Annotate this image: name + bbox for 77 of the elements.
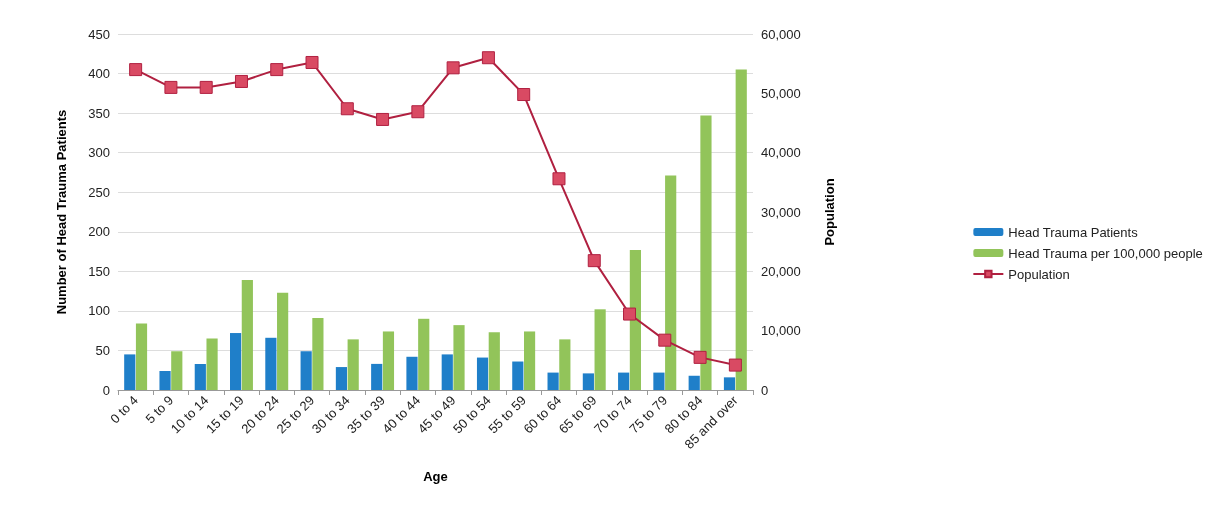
- bar: [230, 333, 242, 390]
- y-tick-label: 100: [88, 303, 110, 319]
- point: [623, 307, 637, 321]
- y2-tick-label: 0: [761, 382, 769, 398]
- y2-tick-label: 10,000: [761, 323, 801, 339]
- bar: [582, 373, 594, 390]
- bar: [171, 351, 183, 390]
- y-tick-label: 200: [88, 224, 110, 240]
- bar: [347, 339, 359, 390]
- bar: [159, 371, 171, 390]
- bar: [406, 356, 418, 390]
- point: [340, 102, 354, 116]
- y-tick-label: 0: [102, 382, 110, 398]
- bar: [194, 363, 206, 390]
- y-tick-label: 400: [88, 66, 110, 82]
- point: [199, 80, 213, 94]
- bar: [618, 372, 630, 390]
- bar: [453, 325, 465, 390]
- y2-tick-label: 60,000: [761, 26, 801, 42]
- point: [587, 254, 601, 268]
- bar: [135, 323, 148, 390]
- bar: [206, 338, 218, 390]
- point: [305, 55, 319, 69]
- y-tick-label: 350: [88, 105, 110, 121]
- y-tick-label: 450: [88, 26, 110, 42]
- point: [129, 63, 143, 77]
- y2-tick-label: 50,000: [761, 85, 801, 101]
- bar: [476, 357, 489, 390]
- bar: [335, 367, 348, 390]
- legend-label: Head Trauma Patients: [1008, 224, 1139, 240]
- x-axis-title: Age: [423, 469, 448, 484]
- bar: [124, 354, 136, 390]
- bar: [382, 331, 395, 390]
- bar: [559, 339, 571, 390]
- bar: [653, 372, 665, 390]
- y2-axis-title: Population: [822, 178, 837, 246]
- bar: [523, 331, 536, 390]
- bar: [723, 377, 736, 390]
- point: [446, 61, 460, 75]
- bar: [488, 332, 500, 390]
- bar: [312, 318, 324, 390]
- legend-label: Population: [1008, 266, 1070, 282]
- point: [481, 51, 495, 65]
- point: [517, 88, 531, 102]
- point: [658, 333, 672, 347]
- bar: [700, 115, 712, 390]
- y-tick-label: 50: [95, 342, 110, 358]
- y2-tick-label: 20,000: [761, 263, 801, 279]
- point: [234, 74, 248, 88]
- y-tick-label: 300: [88, 145, 110, 161]
- bar: [665, 175, 677, 390]
- bar: [265, 337, 277, 390]
- legend-label: Head Trauma per 100,000 people: [1008, 245, 1203, 261]
- bar: [371, 363, 383, 390]
- bar: [594, 309, 606, 390]
- bar: [300, 351, 312, 390]
- point: [728, 358, 742, 372]
- point: [693, 350, 707, 364]
- bar: [547, 372, 559, 390]
- y2-tick-label: 30,000: [761, 204, 801, 220]
- y-tick-label: 250: [88, 184, 110, 200]
- bar: [512, 361, 524, 390]
- bar: [241, 280, 253, 390]
- bar: [735, 69, 747, 390]
- point: [164, 80, 178, 94]
- bar: [629, 249, 641, 390]
- point: [552, 172, 566, 186]
- bar: [688, 375, 700, 390]
- point: [270, 63, 284, 77]
- bar: [418, 318, 430, 390]
- y-tick-label: 150: [88, 263, 110, 279]
- point: [411, 105, 425, 119]
- bar: [441, 354, 453, 390]
- bar: [277, 292, 289, 390]
- point: [376, 112, 390, 126]
- y2-tick-label: 40,000: [761, 145, 801, 161]
- y-axis-title: Number of Head Trauma Patients: [54, 109, 69, 315]
